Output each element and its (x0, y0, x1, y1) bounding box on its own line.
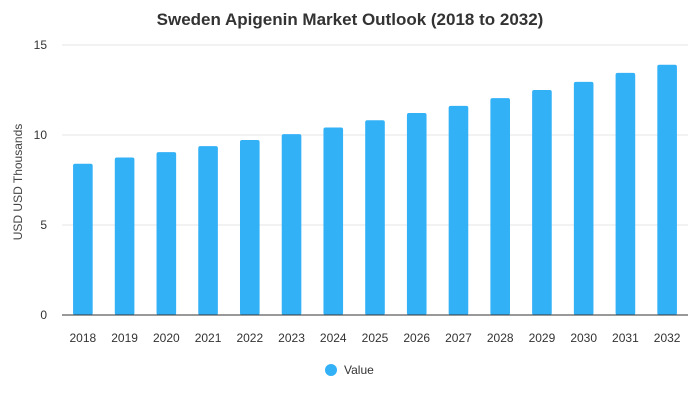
x-tick-label: 2031 (612, 331, 639, 345)
legend-label-value: Value (344, 363, 374, 377)
x-tick-label: 2032 (654, 331, 681, 345)
y-tick-label: 5 (40, 218, 47, 232)
y-axis-ticks: 0 5 10 15 (34, 38, 48, 322)
x-tick-label: 2020 (153, 331, 180, 345)
bar-2027[interactable] (448, 105, 469, 315)
legend[interactable]: Value (325, 363, 374, 377)
x-tick-label: 2018 (70, 331, 97, 345)
bar-2031[interactable] (615, 72, 636, 316)
bar-2026[interactable] (406, 113, 427, 315)
x-tick-label: 2021 (195, 331, 222, 345)
bar-2023[interactable] (281, 134, 302, 315)
y-tick-label: 0 (40, 308, 47, 322)
bar-2024[interactable] (323, 127, 344, 315)
bar-2020[interactable] (156, 152, 177, 315)
bar-2030[interactable] (573, 81, 594, 316)
bar-2018[interactable] (73, 163, 93, 315)
bar-2021[interactable] (198, 146, 218, 315)
legend-swatch-value (325, 364, 337, 376)
y-axis-label: USD USD Thousands (11, 124, 25, 241)
bar-2032[interactable] (657, 64, 677, 315)
x-tick-label: 2030 (570, 331, 597, 345)
x-tick-label: 2027 (445, 331, 472, 345)
x-tick-label: 2024 (320, 331, 347, 345)
x-tick-label: 2025 (362, 331, 389, 345)
bars (73, 64, 677, 316)
chart-title: Sweden Apigenin Market Outlook (2018 to … (157, 10, 544, 29)
x-tick-label: 2029 (529, 331, 556, 345)
x-tick-label: 2022 (236, 331, 263, 345)
x-tick-label: 2023 (278, 331, 305, 345)
x-axis-ticks: 2018 2019 2020 2021 2022 2023 2024 2025 2026 2027… (70, 331, 681, 345)
bar-2025[interactable] (365, 120, 385, 316)
bar-2028[interactable] (490, 98, 511, 315)
y-tick-label: 15 (34, 38, 48, 52)
x-tick-label: 2019 (111, 331, 138, 345)
y-tick-label: 10 (34, 128, 48, 142)
bar-2029[interactable] (532, 90, 552, 315)
bar-2019[interactable] (114, 157, 135, 316)
x-tick-label: 2026 (403, 331, 430, 345)
x-tick-label: 2028 (487, 331, 514, 345)
bar-2022[interactable] (239, 140, 260, 315)
